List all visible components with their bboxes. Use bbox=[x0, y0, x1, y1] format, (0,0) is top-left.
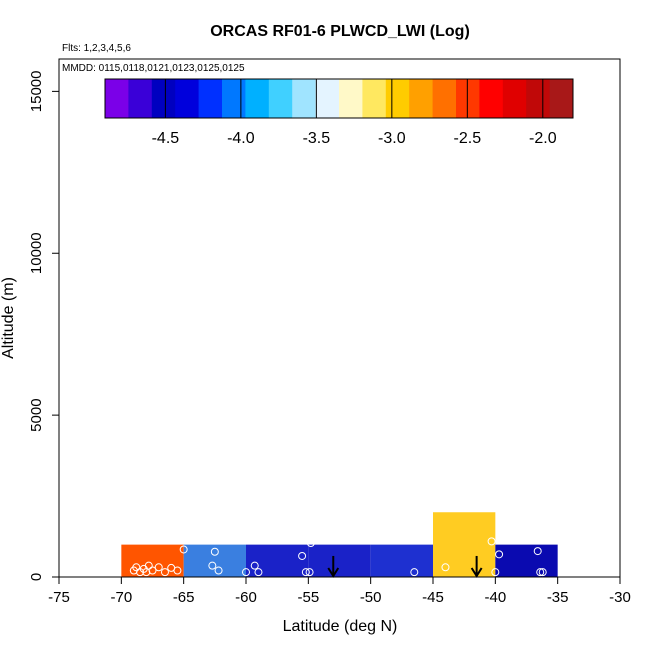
data-point-22 bbox=[410, 568, 419, 577]
colorbar-segment bbox=[456, 79, 480, 118]
arrow-head bbox=[327, 567, 340, 578]
colorbar-segment bbox=[128, 79, 153, 118]
data-point-20 bbox=[305, 568, 314, 577]
colorbar-tick-label: -2.0 bbox=[529, 130, 557, 147]
colorbar-tick-label: -4.5 bbox=[152, 130, 180, 147]
x-axis-label: Latitude (deg N) bbox=[283, 618, 398, 635]
data-point-17 bbox=[254, 568, 263, 577]
data-cell-1 bbox=[183, 544, 246, 577]
chart-title: ORCAS RF01-6 PLWCD_LWI (Log) bbox=[210, 23, 470, 40]
data-point-7 bbox=[154, 563, 163, 572]
colorbar-ticks: -4.5 -4.0 -3.5 -3.0 -2.5 -2.0 bbox=[152, 79, 557, 147]
colorbar-tick-label: -4.0 bbox=[227, 130, 255, 147]
data-point-26 bbox=[495, 550, 504, 559]
y-tick-label: 10000 bbox=[28, 232, 45, 274]
data-cell-5 bbox=[433, 512, 496, 577]
colorbar bbox=[104, 78, 574, 119]
x-tick-label: -40 bbox=[484, 589, 506, 606]
colorbar-segment bbox=[198, 79, 223, 118]
colorbar-segment bbox=[339, 79, 363, 118]
colorbar-tick-label: -2.5 bbox=[454, 130, 482, 147]
data-point-23 bbox=[441, 563, 450, 572]
y-tick-label: 5000 bbox=[28, 398, 45, 431]
data-point-18 bbox=[298, 551, 307, 560]
x-tick-label: -35 bbox=[547, 589, 569, 606]
colorbar-segment bbox=[105, 79, 129, 118]
colorbar-tick-label: -3.5 bbox=[303, 130, 331, 147]
x-axis: -75 -70 -65 -60 -55 -50 -45 -40 -35 -30 bbox=[48, 576, 631, 606]
colorbar-segment bbox=[502, 79, 527, 118]
arrow-head bbox=[470, 567, 483, 578]
colorbar-segment bbox=[362, 79, 387, 118]
colorbar-frame bbox=[104, 78, 574, 119]
y-axis: 0 5000 10000 15000 bbox=[28, 59, 60, 581]
data-cell-0 bbox=[121, 544, 184, 577]
data-point-10 bbox=[173, 566, 182, 575]
colorbar-tick-label: -3.0 bbox=[378, 130, 406, 147]
colorbar-segment bbox=[268, 79, 293, 118]
data-point-24 bbox=[487, 537, 496, 546]
x-tick-label: -65 bbox=[173, 589, 195, 606]
data-point-25 bbox=[491, 568, 500, 577]
colorbar-segment bbox=[385, 79, 410, 118]
data-point-11 bbox=[179, 545, 188, 554]
arrow-marker-0 bbox=[327, 555, 340, 578]
data-point-27 bbox=[533, 547, 542, 556]
data-point-12 bbox=[210, 547, 219, 556]
y-tick-label: 15000 bbox=[28, 71, 45, 113]
data-cell-3 bbox=[308, 544, 371, 577]
colorbar-segment bbox=[292, 79, 317, 118]
x-tick-label: -70 bbox=[110, 589, 132, 606]
x-tick-label: -50 bbox=[360, 589, 382, 606]
x-tick-label: -75 bbox=[48, 589, 70, 606]
x-tick-label: -30 bbox=[609, 589, 631, 606]
cells-layer bbox=[121, 512, 558, 577]
colorbar-segment bbox=[549, 79, 574, 118]
data-point-19 bbox=[301, 568, 310, 577]
colorbar-segment bbox=[526, 79, 551, 118]
x-tick-label: -55 bbox=[297, 589, 319, 606]
colorbar-segment bbox=[479, 79, 504, 118]
data-point-13 bbox=[208, 561, 217, 570]
data-cell-2 bbox=[246, 544, 309, 577]
data-point-16 bbox=[250, 561, 259, 570]
flights-note: Flts: 1,2,3,4,5,6 bbox=[62, 43, 131, 54]
data-point-14 bbox=[214, 566, 223, 575]
data-cell-4 bbox=[370, 544, 433, 577]
data-point-15 bbox=[242, 568, 250, 577]
y-axis-label: Altitude (m) bbox=[0, 277, 17, 359]
data-point-21 bbox=[306, 539, 315, 548]
x-tick-label: -60 bbox=[235, 589, 257, 606]
colorbar-segment bbox=[222, 79, 246, 118]
colorbar-segment bbox=[245, 79, 270, 118]
colorbar-segment bbox=[175, 79, 200, 118]
colorbar-segment bbox=[151, 79, 176, 118]
dates-note: MMDD: 0115,0118,0121,0123,0125,0125 bbox=[62, 63, 245, 74]
x-tick-label: -45 bbox=[422, 589, 444, 606]
data-point-28 bbox=[536, 568, 545, 577]
colorbar-segment bbox=[315, 79, 340, 118]
data-cell-6 bbox=[495, 544, 558, 577]
y-tick-label: 0 bbox=[28, 573, 45, 581]
arrow-marker-1 bbox=[470, 555, 483, 578]
arrows-layer bbox=[327, 555, 483, 578]
colorbar-segment bbox=[432, 79, 457, 118]
data-point-29 bbox=[538, 568, 547, 577]
colorbar-segment bbox=[409, 79, 434, 118]
points-layer bbox=[129, 537, 547, 577]
data-point-6 bbox=[148, 566, 157, 575]
data-point-8 bbox=[160, 568, 169, 577]
